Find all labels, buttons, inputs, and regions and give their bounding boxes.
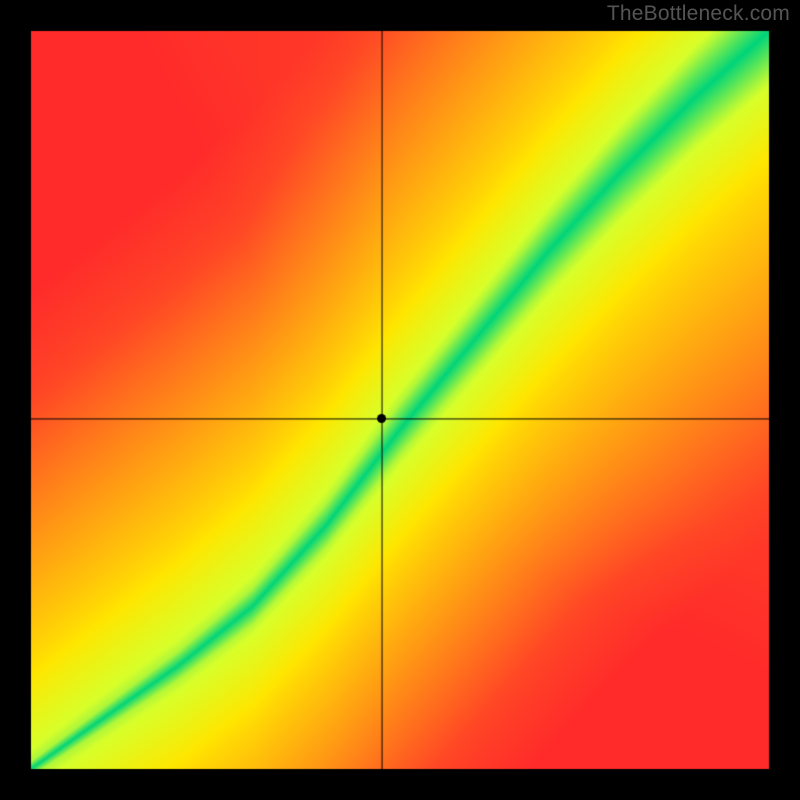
chart-container: TheBottleneck.com [0,0,800,800]
bottleneck-heatmap-canvas [0,0,800,800]
attribution-label: TheBottleneck.com [607,2,790,26]
